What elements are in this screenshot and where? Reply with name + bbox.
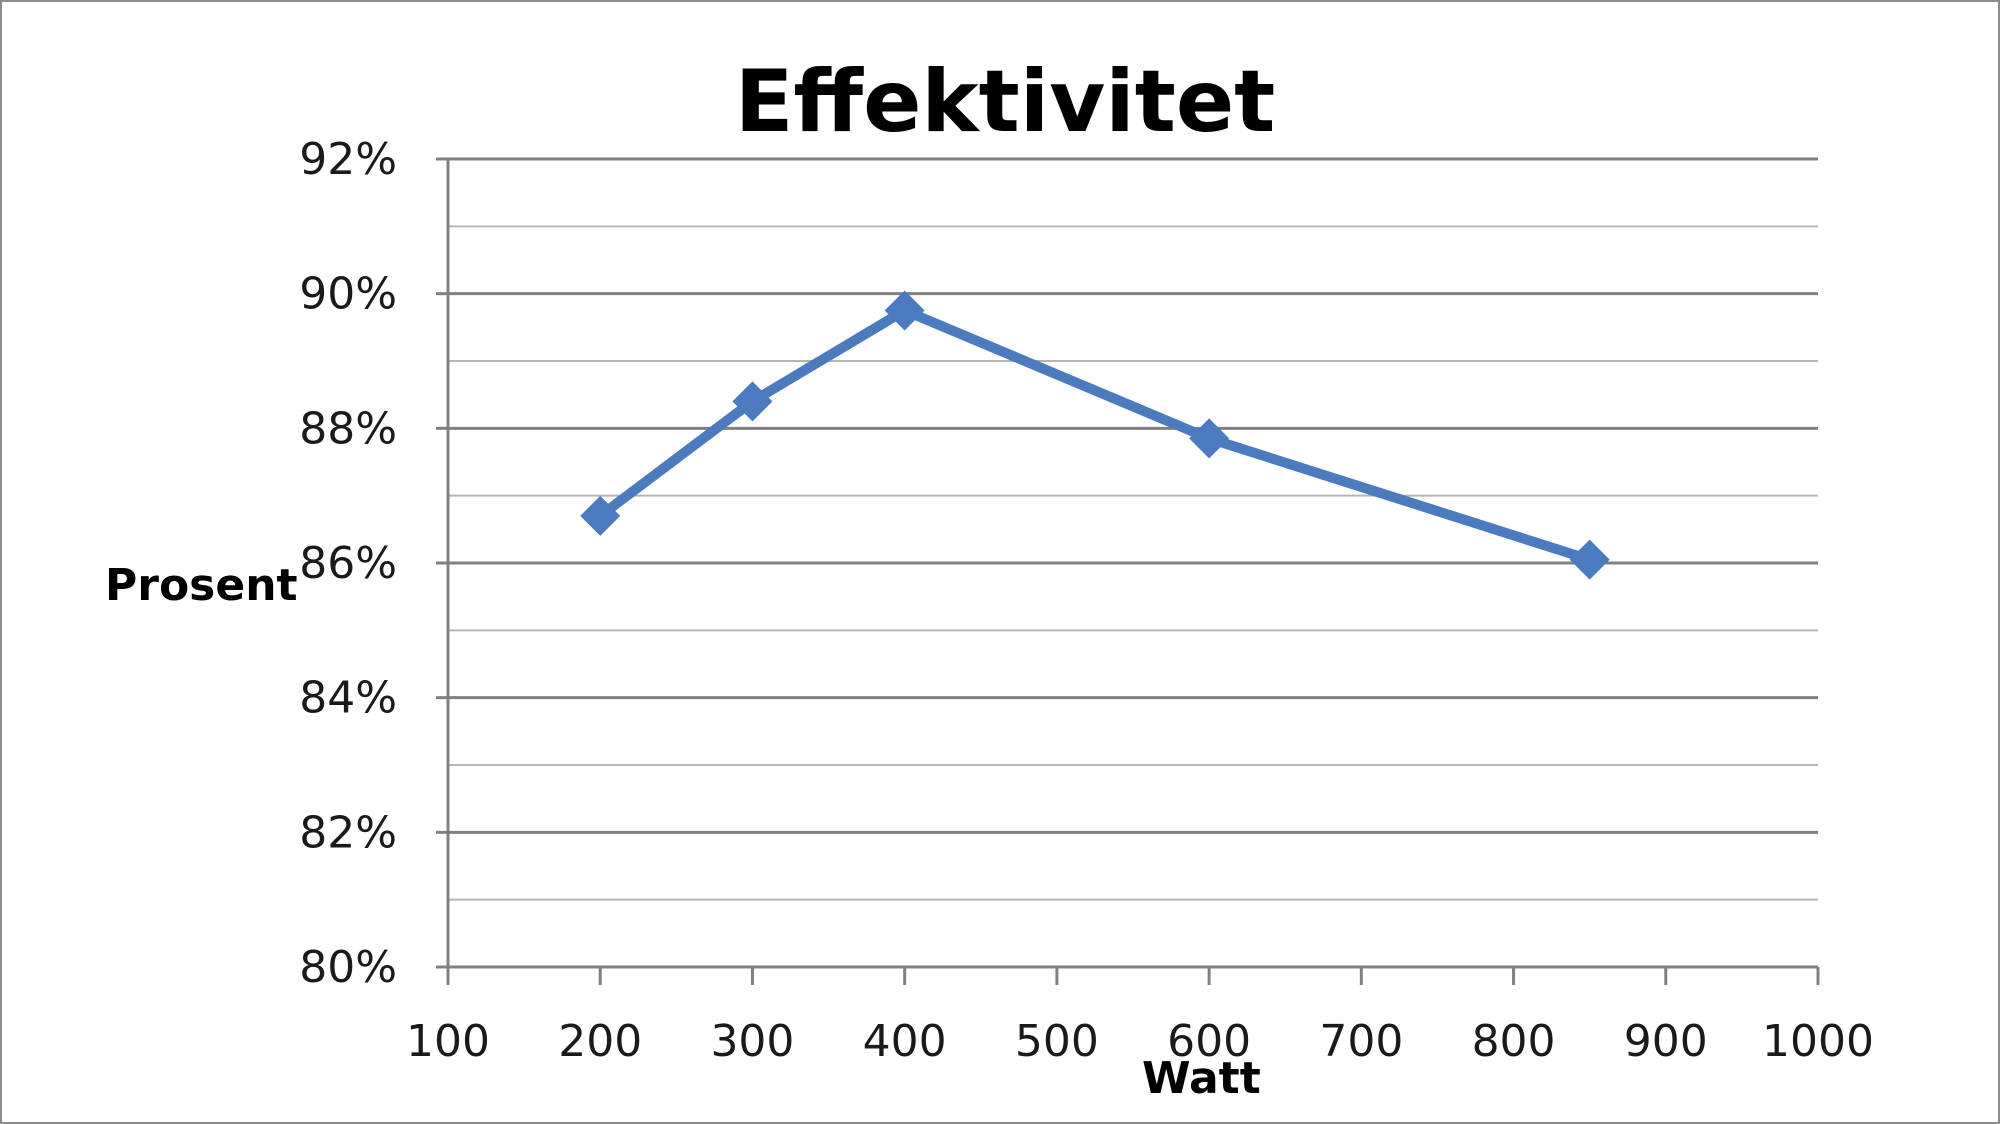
x-tick-label: 100 [406, 1016, 490, 1067]
x-axis-label: Watt [1142, 1053, 1261, 1104]
x-tick-label: 600 [1167, 1016, 1251, 1067]
x-tick-label: 700 [1319, 1016, 1403, 1067]
data-point-marker [884, 290, 925, 331]
x-tick-label: 200 [558, 1016, 642, 1067]
x-tick-label: 900 [1624, 1016, 1708, 1067]
x-tick-label: 1000 [1762, 1016, 1874, 1067]
x-tick-label: 400 [863, 1016, 947, 1067]
y-tick-label: 88% [299, 403, 397, 454]
chart-title: Effektivitet [734, 52, 1276, 152]
y-tick-label: 84% [299, 673, 397, 724]
x-tick-label: 800 [1472, 1016, 1556, 1067]
x-tick-label: 300 [710, 1016, 794, 1067]
data-point-marker [580, 495, 621, 536]
series-line [595, 305, 1595, 565]
data-point-marker [1569, 539, 1610, 580]
y-tick-label: 90% [299, 269, 397, 320]
data-point-marker [1189, 418, 1230, 459]
y-tick-label: 82% [299, 807, 397, 858]
y-axis-label: Prosent [105, 560, 298, 611]
data-point-marker [732, 381, 773, 422]
y-tick-label: 92% [299, 134, 397, 185]
y-tick-label: 86% [299, 538, 397, 589]
x-tick-label: 500 [1015, 1016, 1099, 1067]
y-tick-label: 80% [299, 942, 397, 993]
